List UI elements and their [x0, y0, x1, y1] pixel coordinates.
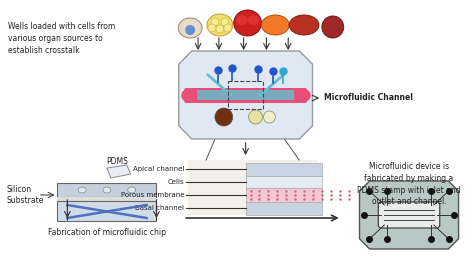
Ellipse shape [236, 15, 247, 25]
FancyBboxPatch shape [184, 88, 307, 103]
Text: Basal channel: Basal channel [135, 205, 184, 211]
Text: PDMS: PDMS [106, 158, 128, 167]
Ellipse shape [234, 10, 262, 36]
Circle shape [215, 108, 233, 126]
Circle shape [264, 111, 275, 123]
Bar [246, 163, 322, 176]
FancyBboxPatch shape [57, 183, 156, 197]
Text: Microfluidic Channel: Microfluidic Channel [324, 93, 413, 102]
Text: Cells: Cells [168, 179, 184, 185]
Circle shape [185, 25, 195, 35]
Polygon shape [107, 165, 131, 178]
FancyBboxPatch shape [57, 197, 156, 201]
Text: Microfluidic device is
fabricated by making a
PDMS stamp with inlet and
outlet a: Microfluidic device is fabricated by mak… [357, 162, 461, 206]
FancyBboxPatch shape [197, 90, 294, 100]
Bar [246, 202, 322, 215]
Text: Apical channel: Apical channel [133, 166, 184, 172]
Text: Silicon
Substrate: Silicon Substrate [7, 185, 44, 205]
Circle shape [224, 24, 232, 32]
Bar [228, 81, 264, 109]
Ellipse shape [207, 14, 233, 36]
Ellipse shape [178, 18, 202, 38]
FancyBboxPatch shape [378, 202, 440, 228]
Circle shape [216, 25, 224, 33]
Circle shape [211, 18, 219, 26]
Text: Wells loaded with cells from
various organ sources to
establish crosstalk: Wells loaded with cells from various org… [8, 22, 115, 55]
Ellipse shape [78, 187, 86, 193]
Circle shape [248, 110, 263, 124]
Bar [246, 188, 322, 202]
Ellipse shape [262, 15, 289, 35]
Ellipse shape [289, 15, 319, 35]
Text: Porous membrane: Porous membrane [121, 192, 184, 198]
Polygon shape [359, 181, 458, 249]
Ellipse shape [247, 15, 259, 25]
Circle shape [221, 18, 229, 26]
Circle shape [208, 24, 216, 32]
Ellipse shape [322, 16, 344, 38]
Bar [246, 176, 322, 188]
Ellipse shape [103, 187, 111, 193]
Ellipse shape [128, 187, 136, 193]
Text: Fabrication of microfluidic chip: Fabrication of microfluidic chip [48, 228, 166, 237]
FancyBboxPatch shape [57, 201, 156, 221]
FancyBboxPatch shape [188, 160, 317, 215]
Polygon shape [179, 51, 312, 139]
